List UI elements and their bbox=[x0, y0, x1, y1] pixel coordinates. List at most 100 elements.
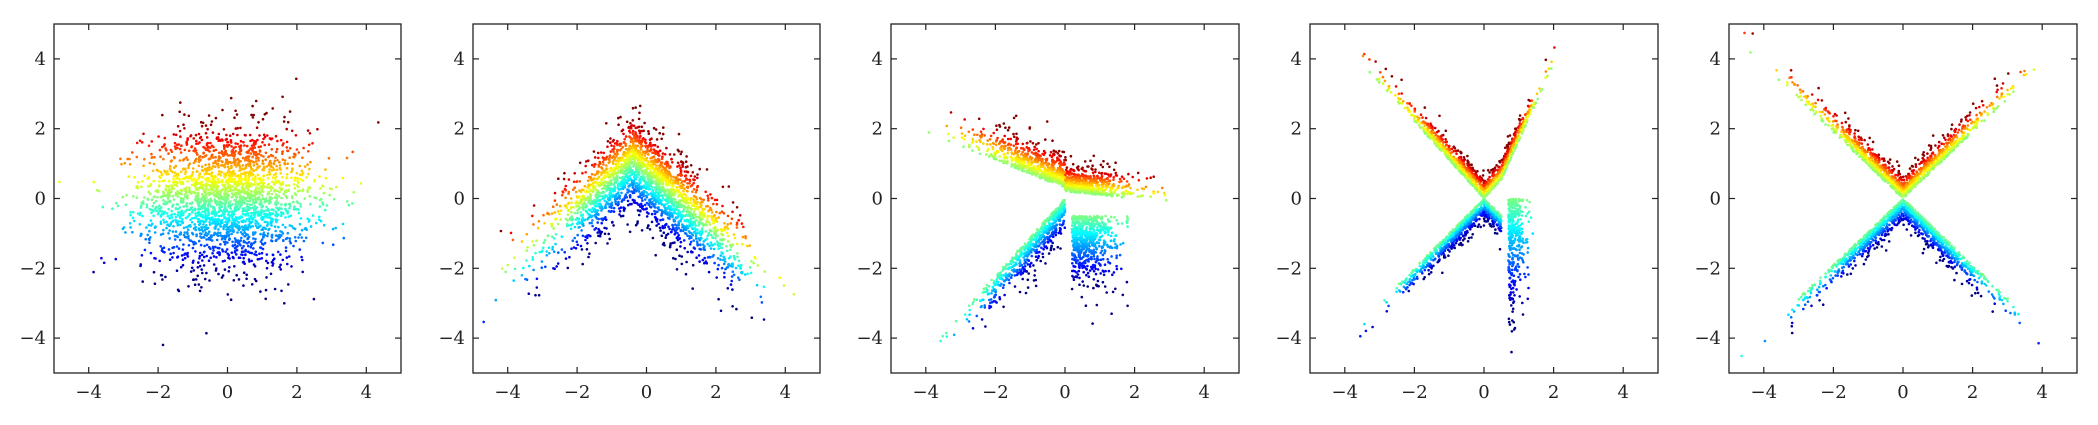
scatter-point bbox=[640, 191, 644, 194]
scatter-point bbox=[601, 207, 604, 210]
scatter-point bbox=[678, 200, 681, 204]
scatter-point bbox=[307, 220, 311, 223]
scatter-point bbox=[650, 212, 654, 216]
scatter-point bbox=[657, 158, 661, 162]
scatter-point bbox=[581, 197, 584, 201]
scatter-point bbox=[661, 218, 665, 221]
scatter-point bbox=[198, 251, 202, 255]
scatter-point bbox=[288, 156, 292, 159]
scatter-point bbox=[230, 189, 234, 192]
scatter-point bbox=[292, 183, 296, 186]
scatter-point bbox=[581, 171, 584, 175]
scatter-point bbox=[224, 250, 227, 253]
scatter-point bbox=[178, 110, 181, 114]
scatter-point bbox=[675, 268, 679, 271]
scatter-point bbox=[626, 177, 630, 181]
scatter-point bbox=[552, 227, 555, 230]
scatter-point bbox=[608, 195, 612, 198]
scatter-point bbox=[285, 209, 289, 213]
scatter-point bbox=[276, 218, 279, 222]
scatter-point bbox=[114, 257, 118, 261]
scatter-point bbox=[612, 182, 616, 186]
scatter-point bbox=[163, 179, 166, 182]
scatter-point bbox=[699, 203, 703, 207]
scatter-point bbox=[271, 217, 274, 221]
scatter-point bbox=[205, 254, 208, 258]
scatter-point bbox=[655, 224, 658, 227]
scatter-point bbox=[284, 226, 287, 229]
scatter-point bbox=[222, 240, 226, 244]
scatter-point bbox=[566, 209, 570, 212]
scatter-point bbox=[177, 247, 181, 250]
scatter-point bbox=[633, 134, 636, 138]
scatter-point bbox=[325, 204, 329, 207]
scatter-point bbox=[512, 279, 515, 282]
scatter-point bbox=[202, 145, 205, 149]
scatter-point bbox=[693, 175, 697, 178]
scatter-point bbox=[663, 153, 667, 156]
scatter-point bbox=[675, 226, 678, 230]
scatter-point bbox=[295, 172, 299, 175]
scatter-point bbox=[691, 287, 694, 290]
scatter-point bbox=[253, 232, 256, 235]
scatter-point bbox=[199, 207, 202, 211]
scatter-point bbox=[692, 217, 695, 220]
scatter-point bbox=[615, 176, 618, 180]
scatter-point bbox=[102, 261, 106, 265]
scatter-point bbox=[162, 192, 166, 195]
scatter-point bbox=[199, 181, 202, 184]
scatter-point bbox=[638, 136, 641, 140]
scatter-point bbox=[605, 122, 608, 125]
scatter-point bbox=[176, 195, 180, 198]
scatter-point bbox=[714, 226, 717, 230]
scatter-point bbox=[528, 264, 531, 268]
scatter-point bbox=[185, 253, 189, 256]
scatter-point bbox=[197, 239, 201, 243]
scatter-point bbox=[233, 237, 237, 240]
scatter-point bbox=[602, 151, 606, 155]
scatter-point bbox=[689, 235, 692, 239]
scatter-point bbox=[115, 201, 118, 205]
scatter-point bbox=[171, 256, 174, 259]
scatter-point bbox=[672, 180, 675, 184]
scatter-point bbox=[256, 173, 260, 177]
scatter-point bbox=[171, 219, 175, 222]
scatter-point bbox=[556, 262, 560, 265]
scatter-point bbox=[241, 233, 244, 236]
scatter-point bbox=[225, 133, 228, 137]
scatter-point bbox=[212, 209, 215, 212]
scatter-point bbox=[269, 161, 273, 165]
scatter-point bbox=[603, 232, 607, 236]
scatter-point bbox=[648, 199, 651, 202]
scatter-point bbox=[203, 277, 207, 281]
scatter-point bbox=[716, 243, 719, 247]
scatter-point bbox=[241, 212, 245, 216]
scatter-point bbox=[262, 209, 266, 213]
scatter-point bbox=[706, 199, 710, 202]
scatter-point bbox=[236, 200, 239, 204]
scatter-point bbox=[712, 202, 715, 206]
scatter-point bbox=[215, 137, 219, 140]
scatter-point bbox=[198, 257, 201, 260]
scatter-point bbox=[244, 253, 247, 257]
scatter-point bbox=[256, 196, 259, 200]
scatter-point bbox=[611, 220, 614, 224]
scatter-point bbox=[562, 177, 566, 181]
scatter-point bbox=[167, 207, 170, 211]
scatter-point bbox=[543, 238, 547, 242]
scatter-point bbox=[211, 218, 215, 222]
scatter-point bbox=[194, 250, 197, 253]
scatter-point bbox=[733, 256, 736, 260]
scatter-point bbox=[270, 239, 274, 243]
scatter-point bbox=[274, 203, 278, 206]
scatter-point bbox=[210, 181, 214, 185]
scatter-point bbox=[175, 269, 179, 273]
scatter-point bbox=[585, 198, 588, 201]
scatter-point bbox=[695, 197, 699, 201]
scatter-point bbox=[657, 197, 660, 200]
scatter-point bbox=[251, 178, 254, 181]
scatter-point bbox=[571, 239, 575, 242]
scatter-point bbox=[661, 210, 664, 213]
scatter-point bbox=[586, 179, 590, 182]
scatter-point bbox=[671, 161, 674, 164]
